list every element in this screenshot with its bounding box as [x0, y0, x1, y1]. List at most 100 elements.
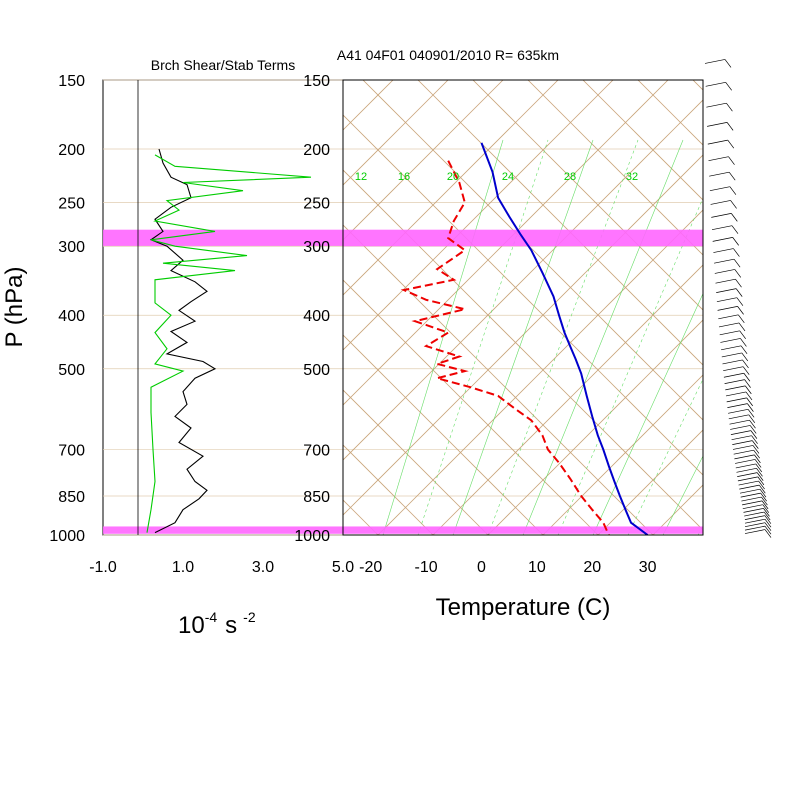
wind-barb-flag	[742, 366, 750, 375]
right-y-tick-label: 150	[303, 73, 330, 90]
right-y-tick-label: 700	[303, 442, 330, 459]
left-y-tick-label: 150	[58, 73, 85, 90]
left-x-axis-label: 10-4 s -2	[178, 609, 256, 639]
left-profile-series	[146, 148, 312, 534]
wind-barb	[707, 122, 728, 127]
wind-barb-flag	[756, 472, 764, 481]
right-y-tick-label: 850	[303, 489, 330, 506]
temperature-profile-line	[480, 142, 649, 535]
wind-barb	[738, 480, 759, 486]
wind-barb-flag	[745, 391, 753, 401]
dry-adiabat-line	[768, 0, 800, 535]
wind-barb	[725, 391, 747, 397]
left-y-tick-label: 400	[58, 308, 85, 325]
wind-barb-flag	[759, 484, 766, 494]
wind-barb-flag	[759, 488, 767, 498]
isotherm-line	[542, 374, 703, 535]
left-series-line-1	[146, 154, 312, 533]
isotherm-line	[763, 0, 800, 535]
mixing-ratio-line	[487, 139, 639, 535]
dry-adiabat-line	[343, 279, 599, 535]
wind-barb-flag	[751, 435, 758, 444]
wind-barb	[735, 463, 756, 469]
wind-barb-flag	[741, 352, 749, 362]
left-y-tick-label: 1000	[49, 528, 85, 545]
wind-barb	[723, 372, 744, 378]
mixing-ratio-label: 28	[564, 171, 576, 183]
wind-barb-flag	[739, 330, 746, 340]
wind-barb	[740, 492, 761, 498]
wind-barb-flag	[745, 385, 752, 395]
wind-barb-flag	[726, 102, 733, 112]
wind-barb	[705, 81, 726, 87]
temperature-axis-label: Temperature (C)	[436, 594, 611, 621]
wind-barb-flag	[742, 359, 749, 369]
wind-barb	[737, 476, 758, 482]
mixing-ratio-line	[522, 139, 684, 535]
wind-barb-flag	[743, 373, 751, 382]
left-series-line-0	[149, 148, 217, 534]
wind-barb	[723, 366, 744, 372]
wind-barb	[716, 288, 737, 293]
wind-barb	[732, 440, 753, 445]
wind-barb	[716, 297, 737, 303]
mixing-ratio-label: 24	[502, 171, 514, 183]
wind-barb-flag	[750, 430, 758, 439]
wind-barb-flag	[754, 459, 762, 468]
wind-barb	[717, 306, 738, 311]
wind-barb-flag	[761, 500, 769, 510]
wind-barb	[744, 529, 766, 534]
wind-barb-flag	[761, 496, 768, 506]
right-plot-frame	[342, 79, 704, 536]
right-pressure-gridlines	[343, 80, 703, 535]
wind-barb	[732, 445, 754, 450]
left-x-tick-label: 1.0	[172, 559, 194, 576]
wind-barb	[744, 511, 765, 517]
left-pressure-tick-labels: 150 200 250 300 400 500 700 850 1000	[49, 73, 85, 545]
isotherm-line	[487, 319, 703, 535]
wind-barb-flag	[749, 419, 756, 429]
left-y-tick-label: 700	[58, 442, 85, 459]
wind-barb	[722, 359, 743, 365]
mixing-ratio-label: 20	[447, 171, 459, 183]
right-panel-title: A41 04F01 040901/2010 R= 635km	[337, 47, 559, 63]
wind-barb	[715, 278, 736, 284]
left-x-tick-label: 3.0	[252, 559, 274, 576]
right-y-tick-label: 500	[303, 362, 330, 379]
wind-barb	[730, 425, 751, 430]
left-y-tick-label: 300	[58, 239, 85, 256]
x-label-exponent: -4	[205, 609, 218, 625]
mixing-ratio-lines	[382, 139, 703, 535]
wind-barb	[718, 322, 740, 328]
wind-barb-flag	[738, 322, 746, 332]
left-x-tick-label: -1.0	[89, 559, 117, 576]
skewt-panel: 12 16 20 24 28 32 150200250300400500700850100…	[294, 0, 800, 621]
mixing-ratio-line	[382, 139, 504, 535]
wind-barb	[721, 352, 742, 358]
right-highlight-band	[343, 526, 703, 534]
wind-barb	[729, 419, 750, 425]
right-y-tick-label: 300	[303, 239, 330, 256]
wind-barb-flag	[732, 237, 739, 246]
wind-barb-flag	[764, 518, 772, 528]
wind-barb-flag	[755, 463, 763, 473]
mixing-ratio-line	[452, 139, 594, 535]
x-label-unit-exponent: -2	[243, 609, 256, 625]
wind-barb-flag	[764, 515, 772, 524]
wind-barb-flag	[764, 529, 772, 538]
wind-barb-flag	[735, 288, 743, 297]
right-y-tick-label: 400	[303, 308, 330, 325]
left-highlight-bands	[103, 229, 343, 534]
temperature-tick-label: 10	[528, 559, 546, 576]
left-y-tick-label: 500	[58, 362, 85, 379]
wind-barb	[709, 186, 730, 192]
wind-barb	[739, 488, 761, 494]
mixing-ratio-labels: 12 16 20 24 28 32	[355, 171, 638, 183]
wind-barb-flag	[728, 156, 735, 165]
temperature-dewpoint-series	[400, 142, 649, 535]
wind-barb	[742, 504, 763, 510]
wind-barb	[736, 467, 757, 473]
dry-adiabat-line	[343, 334, 544, 535]
wind-barb	[728, 408, 749, 414]
